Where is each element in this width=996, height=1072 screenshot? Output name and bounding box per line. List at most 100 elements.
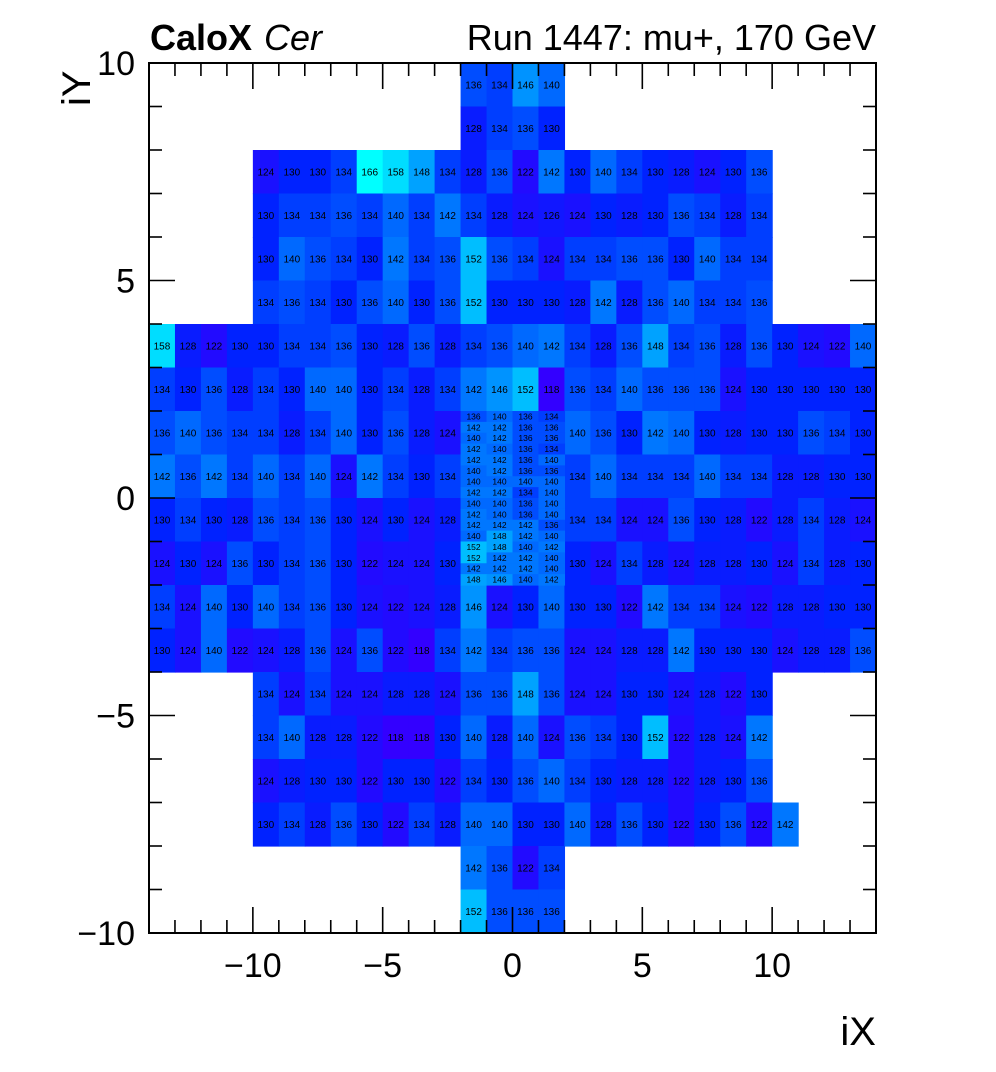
cell-value-label: 128 xyxy=(283,646,300,657)
cell-value-label: 124 xyxy=(387,559,404,570)
heatmap-cell xyxy=(486,530,514,543)
heatmap-cell xyxy=(512,324,540,369)
heatmap-cell xyxy=(512,487,540,499)
cell-value-label: 136 xyxy=(309,559,326,570)
cell-value-label: 134 xyxy=(569,341,586,352)
cell-value-label: 128 xyxy=(335,733,352,744)
cell-value-label: 130 xyxy=(855,472,872,483)
heatmap-cell xyxy=(850,411,877,456)
heatmap-cell xyxy=(200,628,228,673)
cell-value-label: 128 xyxy=(699,776,716,787)
cell-value-label: 140 xyxy=(855,341,872,352)
heatmap-cell xyxy=(694,280,721,325)
heatmap-cell xyxy=(798,367,825,412)
cell-value-label: 136 xyxy=(544,422,558,432)
heatmap-cell xyxy=(746,715,773,760)
cell-value-label: 134 xyxy=(387,472,404,483)
heatmap-cell xyxy=(642,672,669,717)
cell-value-label: 136 xyxy=(491,689,508,700)
cell-value-label: 128 xyxy=(232,515,249,526)
heatmap-cell xyxy=(668,759,695,804)
heatmap-cell xyxy=(772,802,799,847)
cell-value-label: 130 xyxy=(232,341,249,352)
cell-value-label: 128 xyxy=(725,515,742,526)
heatmap-cell xyxy=(746,628,773,673)
heatmap-cell xyxy=(356,498,384,543)
cell-value-label: 136 xyxy=(595,428,612,439)
heatmap-cell xyxy=(564,454,591,499)
cell-value-label: 122 xyxy=(673,776,690,787)
cell-value-label: 134 xyxy=(283,559,300,570)
heatmap-cell xyxy=(512,280,540,325)
heatmap-cell xyxy=(668,411,695,456)
cell-value-label: 142 xyxy=(466,520,480,530)
cell-value-label: 140 xyxy=(180,428,197,439)
heatmap-cell xyxy=(486,487,514,499)
heatmap-cell xyxy=(642,759,669,804)
heatmap-cell xyxy=(538,585,566,630)
cell-value-label: 134 xyxy=(518,488,532,498)
heatmap-cell xyxy=(330,802,358,847)
cell-value-label: 134 xyxy=(569,776,586,787)
cell-value-label: 128 xyxy=(803,472,820,483)
cell-value-label: 140 xyxy=(492,411,506,421)
cell-value-label: 136 xyxy=(543,646,560,657)
heatmap-cell xyxy=(642,498,669,543)
cell-value-label: 130 xyxy=(803,385,820,396)
cell-value-label: 142 xyxy=(647,428,664,439)
cell-value-label: 130 xyxy=(725,776,742,787)
heatmap-cell xyxy=(720,541,747,586)
cell-value-label: 140 xyxy=(544,455,558,465)
cell-value-label: 130 xyxy=(335,515,352,526)
cell-value-label: 128 xyxy=(803,646,820,657)
cell-value-label: 122 xyxy=(439,776,456,787)
heatmap-cell xyxy=(278,672,306,717)
heatmap-cell xyxy=(278,628,306,673)
heatmap-cell xyxy=(538,672,566,717)
heatmap-cell xyxy=(278,715,306,760)
heatmap-cell xyxy=(564,411,591,456)
heatmap-cell xyxy=(304,150,332,195)
y-tick-label: 5 xyxy=(116,263,135,301)
heatmap-cell xyxy=(304,715,332,760)
cell-value-label: 140 xyxy=(283,254,300,265)
heatmap-cell xyxy=(694,237,721,282)
cell-value-label: 136 xyxy=(518,444,532,454)
heatmap-cell xyxy=(408,454,436,499)
cell-value-label: 128 xyxy=(621,646,638,657)
heatmap-cell xyxy=(460,585,488,630)
heatmap-cell xyxy=(330,541,358,586)
cell-value-label: 124 xyxy=(491,602,508,613)
cell-value-label: 140 xyxy=(466,466,480,476)
heatmap-cell xyxy=(512,193,540,238)
heatmap-cell xyxy=(382,454,410,499)
heatmap-cell xyxy=(616,324,643,369)
heatmap-cell xyxy=(642,193,669,238)
cell-value-label: 140 xyxy=(569,428,586,439)
heatmap-cell xyxy=(460,889,488,934)
cell-value-label: 124 xyxy=(361,689,378,700)
cell-value-label: 130 xyxy=(829,385,846,396)
heatmap-cell xyxy=(408,411,436,456)
heatmap-cell xyxy=(460,541,488,553)
cell-value-label: 122 xyxy=(751,602,768,613)
cell-value-label: 124 xyxy=(180,646,197,657)
heatmap-cell xyxy=(538,552,566,564)
heatmap-cell xyxy=(538,411,566,423)
heatmap-cell xyxy=(590,672,617,717)
heatmap-cell xyxy=(408,150,436,195)
cell-value-label: 134 xyxy=(621,167,638,178)
cell-value-label: 128 xyxy=(777,472,794,483)
cell-value-label: 134 xyxy=(621,559,638,570)
heatmap-cell xyxy=(252,759,280,804)
cell-value-label: 128 xyxy=(621,776,638,787)
heatmap-cell xyxy=(694,454,721,499)
heatmap-cell xyxy=(512,563,540,575)
heatmap-cell xyxy=(434,672,462,717)
cell-value-label: 140 xyxy=(517,341,534,352)
cell-value-label: 142 xyxy=(595,298,612,309)
heatmap-cell xyxy=(226,585,254,630)
cell-value-label: 140 xyxy=(465,820,482,831)
heatmap-cell xyxy=(486,421,514,434)
heatmap-cell xyxy=(434,802,462,847)
